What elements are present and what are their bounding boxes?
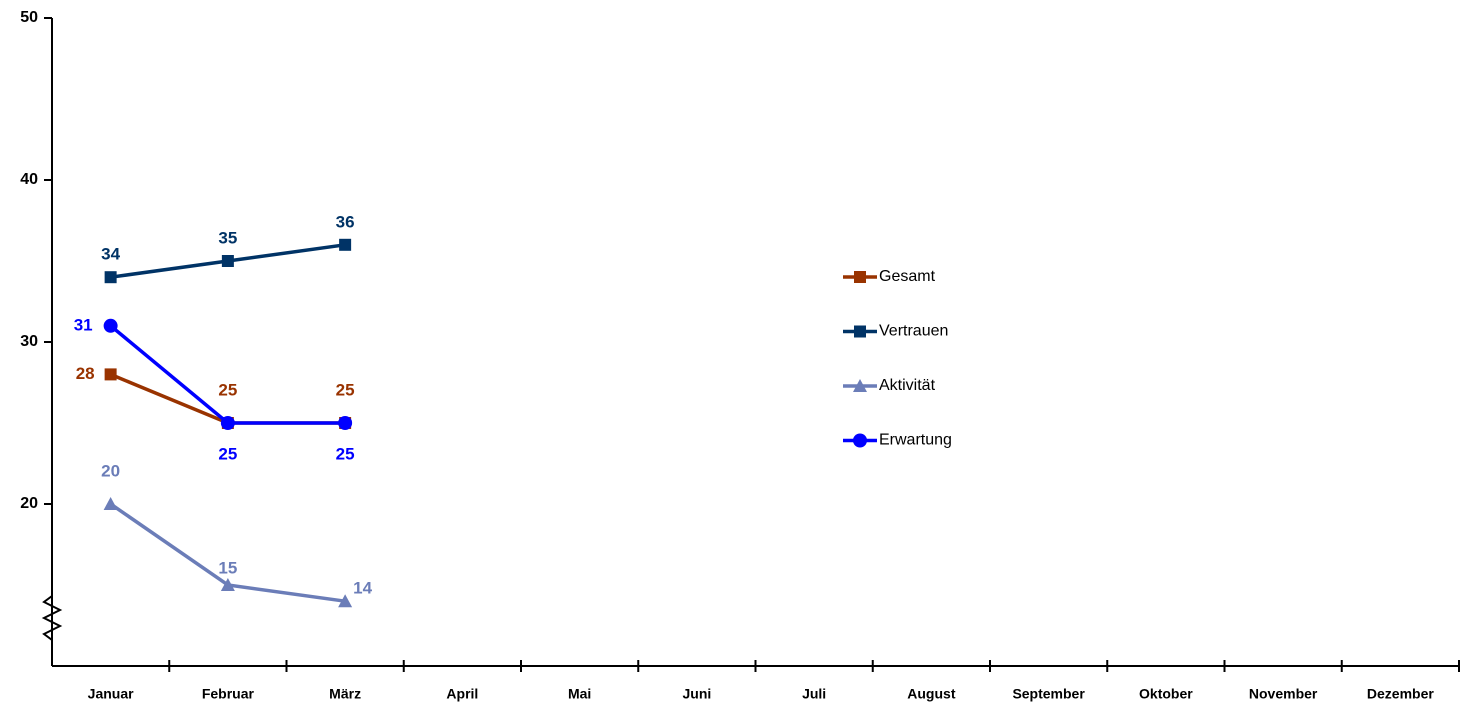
data-point: [338, 594, 353, 608]
y-tick-label: 50: [20, 9, 38, 26]
data-label: 15: [218, 558, 237, 577]
data-label: 25: [336, 380, 355, 399]
x-tick-label: April: [446, 686, 478, 702]
legend-marker: [854, 325, 866, 338]
data-point: [103, 318, 118, 333]
data-point: [103, 497, 118, 510]
data-label: 34: [101, 245, 120, 264]
x-tick-label: Februar: [202, 686, 255, 702]
legend-marker: [854, 271, 866, 283]
data-point: [339, 238, 352, 251]
x-tick-label: Dezember: [1367, 686, 1434, 702]
series-line: [109, 324, 346, 425]
data-label: 31: [74, 315, 93, 334]
data-label: 25: [336, 444, 355, 463]
data-point: [220, 416, 235, 430]
x-tick-label: Juni: [682, 686, 711, 702]
data-label: 20: [101, 461, 120, 480]
x-tick-label: Oktober: [1139, 686, 1193, 702]
legend-label: Aktivität: [879, 377, 936, 394]
x-tick-label: Januar: [88, 686, 134, 702]
data-label: 36: [336, 212, 355, 231]
data-point: [338, 416, 353, 430]
x-tick-label: November: [1249, 686, 1318, 702]
legend-label: Erwartung: [879, 432, 952, 449]
data-point: [221, 255, 234, 267]
data-point: [220, 578, 235, 591]
x-tick-label: Mai: [568, 686, 591, 702]
y-tick-label: 30: [20, 333, 38, 350]
data-label: 35: [218, 228, 237, 247]
legend-marker: [853, 433, 867, 448]
axis-break: [41, 595, 63, 641]
data-point: [104, 271, 117, 284]
x-tick-label: März: [329, 686, 361, 702]
y-tick-label: 40: [20, 171, 38, 188]
data-label: 25: [218, 444, 237, 463]
x-tick-label: Juli: [802, 686, 826, 702]
data-label: 25: [218, 380, 237, 399]
data-point: [104, 368, 117, 381]
legend-label: Vertrauen: [879, 323, 948, 340]
legend-label: Gesamt: [879, 268, 936, 285]
legend-marker: [853, 379, 867, 392]
x-tick-label: September: [1012, 686, 1085, 702]
x-tick-label: August: [907, 686, 956, 702]
y-tick-label: 20: [20, 495, 38, 512]
data-label: 28: [76, 364, 95, 383]
data-label: 14: [353, 579, 372, 598]
